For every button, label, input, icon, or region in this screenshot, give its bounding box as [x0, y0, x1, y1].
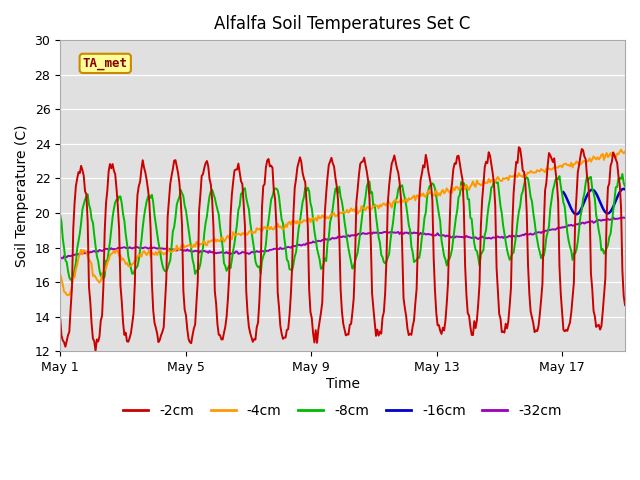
Y-axis label: Soil Temperature (C): Soil Temperature (C) [15, 124, 29, 267]
X-axis label: Time: Time [326, 377, 360, 391]
Legend: -2cm, -4cm, -8cm, -16cm, -32cm: -2cm, -4cm, -8cm, -16cm, -32cm [118, 399, 568, 424]
Title: Alfalfa Soil Temperatures Set C: Alfalfa Soil Temperatures Set C [214, 15, 471, 33]
Text: TA_met: TA_met [83, 57, 128, 70]
